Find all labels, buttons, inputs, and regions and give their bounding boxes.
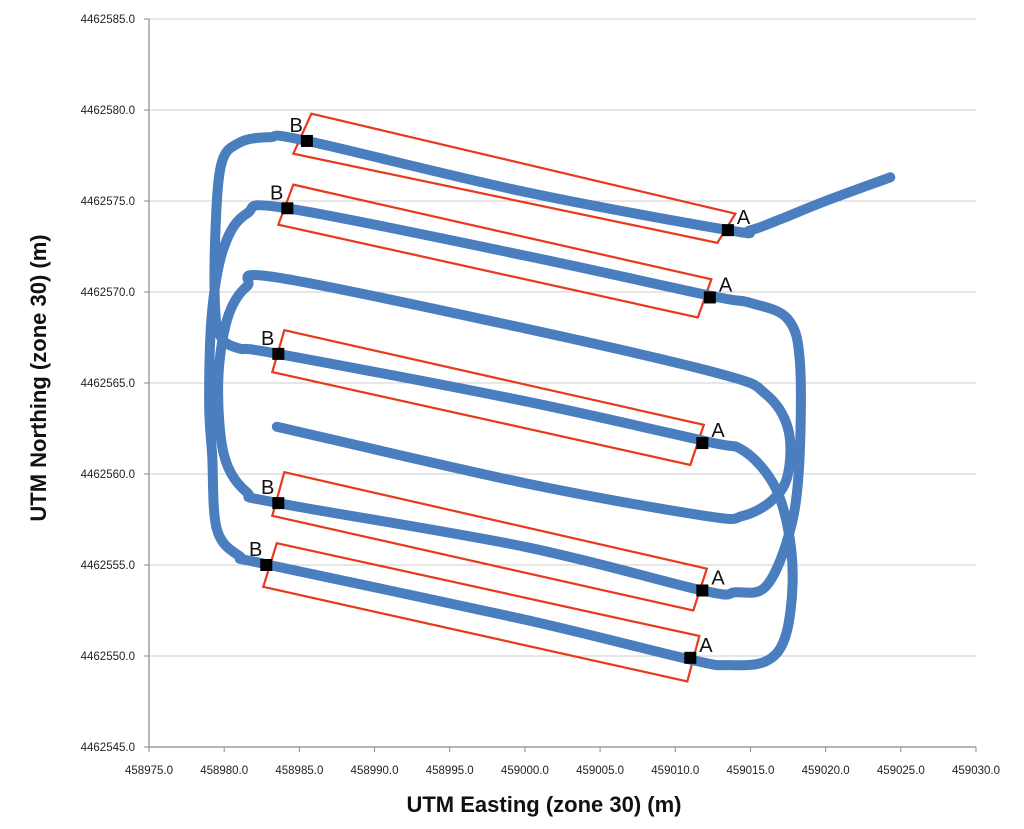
endpoint-marker-b: [272, 347, 285, 360]
endpoint-label-a: A: [711, 420, 725, 442]
y-tick-label: 4462575.0: [81, 196, 135, 208]
y-tick-label: 4462580.0: [81, 105, 135, 117]
x-tick-label: 459000.0: [501, 765, 549, 777]
endpoint-label-b: B: [249, 539, 262, 561]
endpoint-label-b: B: [261, 328, 274, 350]
endpoint-label-a: A: [737, 207, 751, 229]
x-tick-label: 458980.0: [200, 765, 248, 777]
y-tick-label: 4462555.0: [81, 560, 135, 572]
endpoint-marker-b: [300, 134, 313, 147]
y-tick-label: 4462560.0: [81, 469, 135, 481]
endpoint-marker-b: [260, 559, 273, 571]
y-tick-label: 4462550.0: [81, 651, 135, 663]
endpoint-marker-b: [272, 497, 285, 510]
axes: [144, 18, 977, 752]
y-tick-label: 4462570.0: [81, 287, 135, 299]
endpoint-markers: A B A B A B A B A B: [249, 115, 751, 664]
x-tick-label: 458975.0: [125, 765, 173, 777]
x-tick-label: 458985.0: [275, 765, 323, 777]
x-tick-label: 458990.0: [351, 765, 399, 777]
x-axis-title: UTM Easting (zone 30) (m): [406, 792, 681, 817]
endpoint-label-a: A: [719, 274, 733, 296]
endpoint-label-a: A: [699, 635, 713, 657]
endpoint-marker-b: [281, 202, 294, 215]
y-tick-label: 4462545.0: [81, 742, 135, 754]
endpoint-label-b: B: [270, 182, 283, 204]
y-tick-label: 4462565.0: [81, 378, 135, 390]
x-tick-label: 459015.0: [726, 765, 774, 777]
plot-rectangle: [261, 541, 701, 683]
x-tick-label: 459010.0: [651, 765, 699, 777]
endpoint-marker-a: [696, 437, 709, 450]
x-tick-label: 459025.0: [877, 765, 925, 777]
endpoint-marker-a: [703, 291, 716, 304]
x-tick-label: 458995.0: [426, 765, 474, 777]
endpoint-marker-a: [696, 584, 709, 597]
track-series: [204, 130, 896, 671]
endpoint-label-b: B: [290, 115, 303, 137]
y-tick-label: 4462585.0: [81, 14, 135, 26]
endpoint-label-a: A: [711, 567, 725, 589]
x-tick-label: 459030.0: [952, 765, 1000, 777]
endpoint-marker-a: [721, 224, 734, 237]
x-tick-label: 459005.0: [576, 765, 624, 777]
endpoint-marker-a: [684, 651, 697, 664]
y-axis-title: UTM Northing (zone 30) (m): [26, 234, 51, 521]
endpoint-label-b: B: [261, 477, 274, 499]
x-tick-label: 459020.0: [802, 765, 850, 777]
track-line: [204, 130, 896, 671]
tick-labels: 458975.0 458980.0 458985.0 458990.0 458995.0…: [81, 14, 1000, 777]
